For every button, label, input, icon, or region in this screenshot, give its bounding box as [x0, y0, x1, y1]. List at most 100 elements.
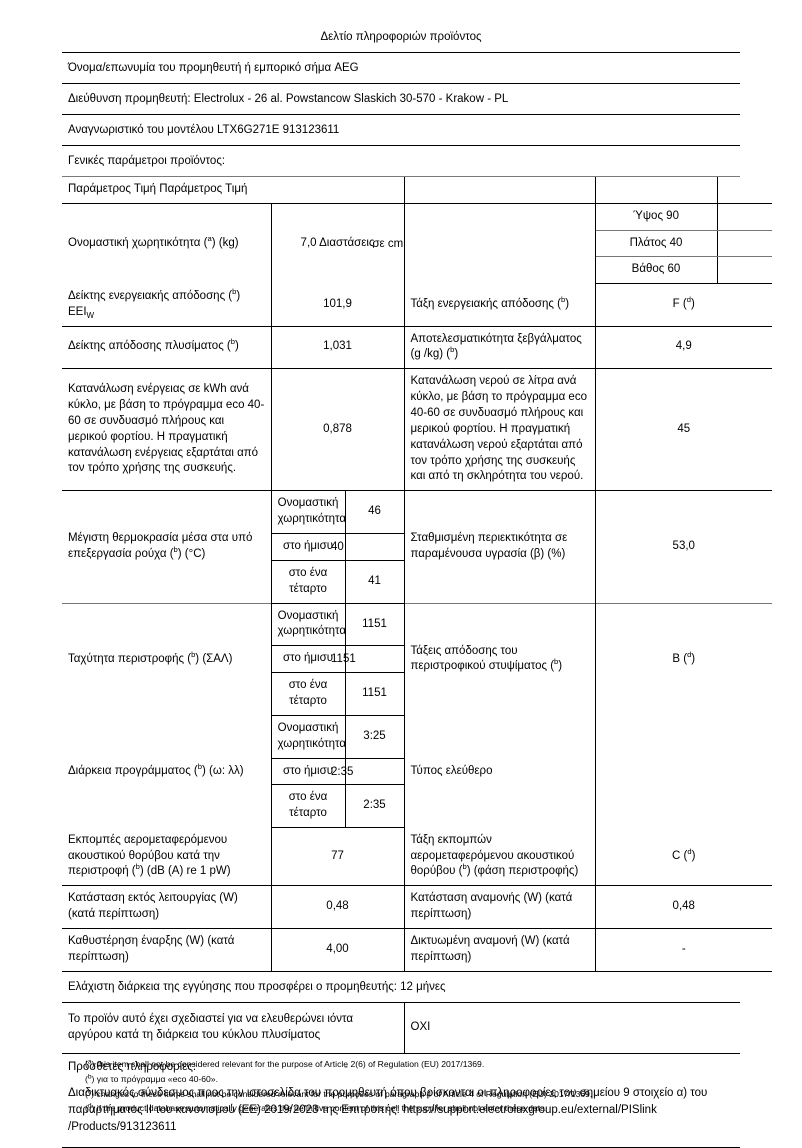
silver-ion-label: Το προϊόν αυτό έχει σχεδιαστεί για να ελ…	[62, 1002, 405, 1054]
footnote-ref-d: d	[687, 846, 692, 856]
footnote-ref-b: b	[561, 294, 566, 304]
washing-efficiency-row: Δείκτης απόδοσης πλυσίματος (b) 1,031 Απ…	[62, 326, 772, 370]
appliance-type-label: Τύπος ελεύθερο	[404, 715, 596, 828]
supplier-address-row: Διεύθυνση προμηθευτή: Electrolux - 26 al…	[62, 84, 740, 115]
noise-emissions-row: Εκπομπές αερομεταφερόμενου ακουστικού θο…	[62, 827, 772, 887]
spin-sub-value-quarter: 1151	[345, 672, 405, 716]
specification-table: Παράμετρος Τιμή Παράμετρος Τιμή Ονομαστι…	[62, 176, 772, 972]
noise-class-label: Τάξη εκπομπών αερομεταφερόμενου ακουστικ…	[404, 827, 596, 887]
rated-capacity-label: Ονομαστική χωρητικότητα (a) (kg)	[62, 203, 272, 284]
eei-label: Δείκτης ενεργειακής απόδοσης (b) EEIW	[62, 283, 272, 327]
table-header-row: Παράμετρος Τιμή Παράμετρος Τιμή	[62, 176, 772, 204]
residual-moisture-label: Σταθμισμένη περιεκτικότητα σε παραμένουσ…	[404, 490, 596, 604]
spin-sub-label-rated: Ονομαστική χωρητικότητα	[271, 602, 346, 647]
table-header-label: Παράμετρος Τιμή Παράμετρος Τιμή	[62, 176, 405, 204]
footnote-d: (d) if the product database automaticall…	[85, 1102, 548, 1114]
bottom-divider	[62, 1146, 740, 1148]
silver-ion-table: Το προϊόν αυτό έχει σχεδιαστεί για να ελ…	[62, 1002, 740, 1054]
temp-sub-value-rated: 46	[345, 490, 405, 534]
temp-sub-label-half: στο ήμισυ 40	[271, 533, 346, 561]
temp-quarter-load-row: στο ένα τέταρτο 41	[62, 560, 772, 604]
dimensions-label-cell	[404, 203, 596, 284]
footnote-b: (b) για το πρόγραμμα «eco 40-60».	[85, 1073, 218, 1084]
noise-class-value: C (d)	[595, 827, 772, 887]
footnote-ref-d: d	[686, 295, 691, 304]
temp-sub-label-quarter: στο ένα τέταρτο	[271, 560, 346, 604]
footnotes-block: (a) this item shall not be considered re…	[85, 1057, 740, 1116]
temp-sub-value-quarter: 41	[345, 560, 405, 604]
networked-standby-value: -	[595, 928, 772, 972]
footnote-ref-b: b	[135, 862, 140, 872]
duration-sub-value-quarter: 2:35	[345, 784, 405, 829]
dimension-depth: Βάθος 60	[595, 256, 718, 285]
water-consumption-label: Κατανάλωση νερού σε λίτρα ανά κύκλο, με …	[404, 368, 596, 492]
programme-duration-row: Διάρκεια προγράμματος (b) (ω: λλ) Ονομασ…	[62, 715, 772, 828]
water-consumption-value: 45	[595, 368, 772, 492]
duration-sub-label-rated: Ονομαστική χωρητικότητα	[271, 715, 346, 759]
rated-capacity-row: Ονομαστική χωρητικότητα (a) (kg) 7,0 Δια…	[62, 203, 772, 284]
duration-half-load-row: στο ήμισυ 2:35	[62, 758, 772, 786]
duration-half-value-cell	[345, 758, 405, 786]
duration-sub-value-half: 2:35	[331, 765, 354, 778]
spin-sub-label-half: στο ήμισυ 1151	[271, 645, 356, 674]
footnote-c: (c) changes to these items shall not be …	[85, 1088, 593, 1099]
noise-emissions-value: 77	[271, 827, 405, 887]
temp-half-value-cell	[345, 533, 405, 561]
additional-info-label: Πρόσθετες πληροφορίες:	[68, 1060, 197, 1073]
delay-start-label: Καθυστέρηση έναρξης (W) (κατά περίπτωση)	[62, 928, 272, 972]
spin-sub-value-rated: 1151	[345, 602, 405, 647]
dimension-width-row: Πλάτος 40	[62, 230, 772, 258]
temp-half-load-row: στο ήμισυ 40	[62, 533, 772, 561]
dimension-width: Πλάτος 40	[595, 230, 718, 258]
max-temperature-label: Μέγιστη θερμοκρασία μέσα στα υπό επεξεργ…	[62, 490, 272, 604]
noise-emissions-label: Εκπομπές αερομεταφερόμενου ακουστικού θο…	[62, 827, 272, 887]
eei-subscript: W	[86, 310, 95, 320]
consumption-row: Κατανάλωση ενέργειας σε kWh ανά κύκλο, μ…	[62, 368, 772, 492]
footnote-ref-b: b	[450, 345, 455, 355]
washing-index-label: Δείκτης απόδοσης πλυσίματος (b)	[62, 326, 272, 370]
spin-half-load-row: στο ήμισυ 1151	[62, 645, 772, 674]
footnote-ref-b: b	[173, 544, 178, 554]
duration-sub-value-rated: 3:25	[345, 715, 405, 759]
delay-start-row: Καθυστέρηση έναρξης (W) (κατά περίπτωση)…	[62, 928, 772, 972]
header-spacer-2	[595, 176, 718, 204]
temp-sub-value-half: 40	[331, 541, 344, 553]
dimension-height: Ύψος 90	[595, 203, 718, 231]
footnote-ref-b: b	[197, 761, 202, 771]
footnote-a: (a) this item shall not be considered re…	[85, 1058, 485, 1069]
footnote-ref-b: b	[462, 862, 467, 872]
additional-info-row: Πρόσθετες πληροφορίες: -	[62, 1054, 740, 1079]
dimension-depth-row: Βάθος 60	[62, 256, 772, 285]
standby-mode-value: 0,48	[595, 885, 772, 929]
dimension-width-extra	[717, 230, 772, 258]
footnote-ref-a: a	[207, 233, 212, 243]
warranty-row: Ελάχιστη διάρκεια της εγγύησης που προσφ…	[62, 972, 740, 1003]
weblink-row: Διαδικτυακός σύνδεσμος προς την ιστοσελί…	[68, 1086, 708, 1133]
footnote-ref-b: b	[232, 286, 237, 296]
additional-info-value: -	[344, 1060, 348, 1073]
general-parameters-row: Γενικές παράμετροι προϊόντος:	[62, 146, 740, 177]
residual-moisture-value: 53,0	[672, 540, 695, 552]
duration-quarter-load-row: στο ένα τέταρτο 2:35	[62, 784, 772, 829]
spin-class-label: Τάξεις απόδοσης του περιστροφικού στυψίμ…	[404, 602, 596, 716]
appliance-type-value	[595, 715, 772, 827]
footnote-ref-d: d	[687, 649, 692, 659]
spin-class-value: B (d)	[595, 602, 772, 716]
title-divider	[62, 51, 740, 53]
dimension-height-extra	[717, 203, 772, 231]
spin-quarter-load-row: στο ένα τέταρτο 1151	[62, 672, 772, 716]
temp-sub-label-rated: Ονομαστική χωρητικότητα	[271, 490, 346, 534]
energy-class-value: F (d)	[595, 283, 772, 327]
spin-sub-label-quarter: στο ένα τέταρτο	[271, 672, 346, 716]
duration-sub-label-quarter: στο ένα τέταρτο	[271, 784, 346, 829]
max-temperature-row: Μέγιστη θερμοκρασία μέσα στα υπό επεξεργ…	[62, 490, 772, 604]
duration-sub-label-half: στο ήμισυ 2:35	[271, 758, 353, 786]
dimension-depth-extra	[717, 256, 772, 285]
header-spacer-1	[404, 176, 596, 204]
off-mode-row: Κατάσταση εκτός λειτουργίας (W) (κατά πε…	[62, 885, 772, 929]
spin-speed-row: Ταχύτητα περιστροφής (b) (ΣΑΛ) Ονομαστικ…	[62, 602, 772, 716]
spin-half-value-cell	[345, 645, 405, 674]
off-mode-value: 0,48	[271, 885, 405, 929]
silver-ion-value: ΟΧΙ	[404, 1002, 740, 1054]
